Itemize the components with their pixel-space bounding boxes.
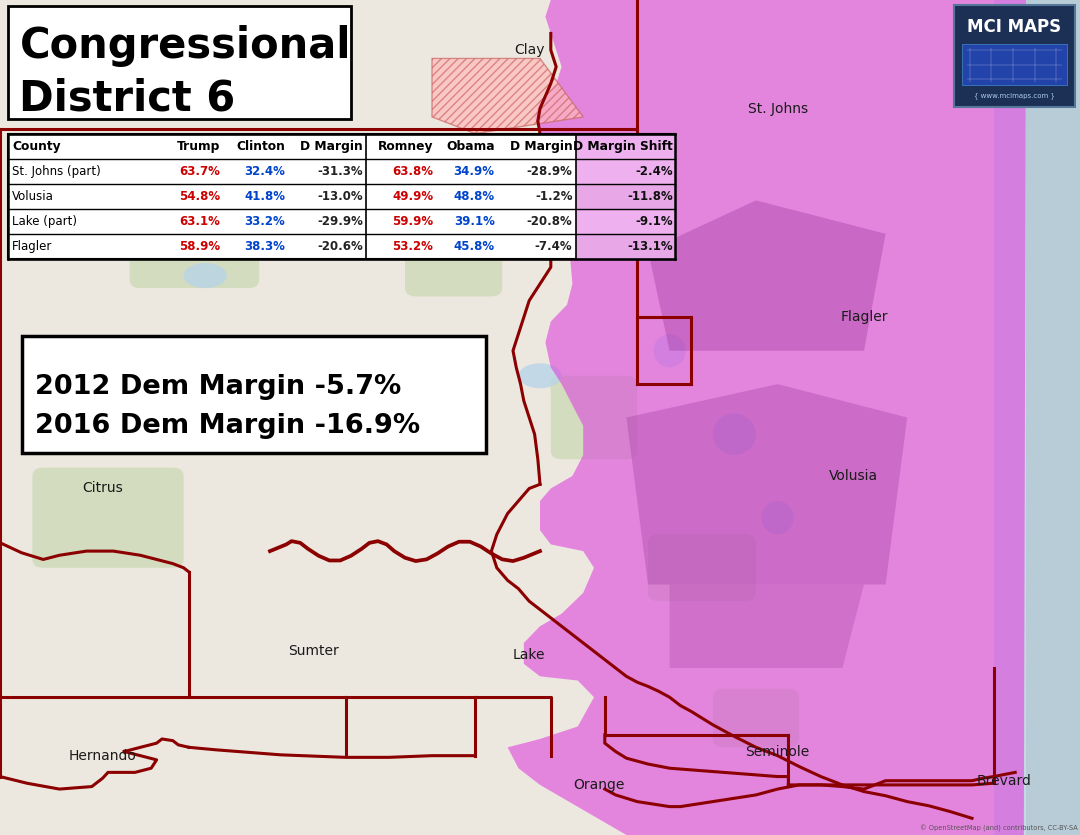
Text: 39.1%: 39.1% [454,215,495,228]
Text: D Margin: D Margin [510,139,572,153]
Text: Congressional: Congressional [19,25,351,67]
Text: MCI MAPS: MCI MAPS [967,18,1062,36]
Polygon shape [648,200,886,351]
Text: 58.9%: 58.9% [179,240,220,253]
Text: Flagler: Flagler [12,240,52,253]
Text: Clinton: Clinton [237,139,285,153]
FancyBboxPatch shape [713,689,799,747]
Text: Hernando: Hernando [69,749,136,762]
Text: Orange: Orange [573,778,625,792]
Polygon shape [626,384,907,584]
FancyBboxPatch shape [405,238,502,296]
Ellipse shape [211,175,265,209]
Text: -2.4%: -2.4% [635,164,673,178]
Text: Citrus: Citrus [82,482,123,495]
Text: Volusia: Volusia [12,190,54,203]
Text: 2012 Dem Margin -5.7%: 2012 Dem Margin -5.7% [35,374,401,401]
FancyBboxPatch shape [648,534,756,601]
FancyBboxPatch shape [576,234,676,259]
FancyBboxPatch shape [130,213,259,288]
Text: Alachua: Alachua [204,169,260,182]
FancyBboxPatch shape [8,6,351,119]
FancyBboxPatch shape [27,363,146,438]
Polygon shape [670,584,864,668]
FancyBboxPatch shape [962,44,1067,85]
Text: Romney: Romney [378,139,433,153]
Text: { www.mcimaps.com }: { www.mcimaps.com } [974,92,1054,99]
Ellipse shape [270,221,313,246]
FancyBboxPatch shape [32,468,184,568]
Text: Lake: Lake [513,649,545,662]
FancyBboxPatch shape [576,209,676,234]
Text: 33.2%: 33.2% [244,215,285,228]
FancyBboxPatch shape [994,0,1080,835]
Text: 34.9%: 34.9% [454,164,495,178]
Text: Brevard: Brevard [977,774,1031,787]
Text: Seminole: Seminole [745,745,810,758]
Text: -1.2%: -1.2% [535,190,572,203]
FancyBboxPatch shape [22,336,486,453]
Text: 63.1%: 63.1% [179,215,220,228]
Text: St. Johns: St. Johns [747,102,808,115]
Text: Clay: Clay [514,43,544,57]
FancyBboxPatch shape [270,180,378,238]
Text: Volusia: Volusia [828,469,878,483]
Text: Sumter: Sumter [288,645,338,658]
Polygon shape [508,0,1080,835]
Text: 49.9%: 49.9% [392,190,433,203]
Text: D Margin Shift: D Margin Shift [573,139,673,153]
Text: 48.8%: 48.8% [454,190,495,203]
Text: Lake (part): Lake (part) [12,215,77,228]
Text: 32.4%: 32.4% [244,164,285,178]
Text: -7.4%: -7.4% [535,240,572,253]
Text: 53.2%: 53.2% [392,240,433,253]
Text: 38.3%: 38.3% [244,240,285,253]
Ellipse shape [653,334,686,367]
Text: -20.6%: -20.6% [318,240,363,253]
Text: -20.8%: -20.8% [527,215,572,228]
Text: -13.1%: -13.1% [627,240,673,253]
FancyBboxPatch shape [551,376,637,459]
Text: Obama: Obama [446,139,495,153]
FancyBboxPatch shape [8,134,675,259]
Ellipse shape [184,263,227,288]
Text: County: County [12,139,60,153]
Text: -29.9%: -29.9% [318,215,363,228]
Text: District 6: District 6 [19,78,235,119]
Text: 59.9%: 59.9% [392,215,433,228]
Polygon shape [432,58,583,134]
Text: Flagler: Flagler [840,311,888,324]
Text: -9.1%: -9.1% [635,215,673,228]
Text: -31.3%: -31.3% [318,164,363,178]
FancyBboxPatch shape [576,134,676,259]
Text: © OpenStreetMap (and) contributors, CC-BY-SA: © OpenStreetMap (and) contributors, CC-B… [920,825,1078,832]
Ellipse shape [713,413,756,455]
Text: -13.0%: -13.0% [318,190,363,203]
Text: 41.8%: 41.8% [244,190,285,203]
Ellipse shape [761,501,794,534]
Text: 63.8%: 63.8% [392,164,433,178]
Text: 54.8%: 54.8% [179,190,220,203]
Text: -11.8%: -11.8% [627,190,673,203]
Ellipse shape [518,363,562,388]
FancyBboxPatch shape [576,184,676,209]
Text: -28.9%: -28.9% [527,164,572,178]
Text: 63.7%: 63.7% [179,164,220,178]
Text: 2016 Dem Margin -16.9%: 2016 Dem Margin -16.9% [35,412,420,439]
Text: Gilchrist: Gilchrist [21,144,77,157]
Text: Trump: Trump [177,139,220,153]
Text: 45.8%: 45.8% [454,240,495,253]
Text: D Margin: D Margin [300,139,363,153]
FancyBboxPatch shape [954,5,1075,107]
FancyBboxPatch shape [576,159,676,184]
Polygon shape [1026,0,1080,835]
Text: St. Johns (part): St. Johns (part) [12,164,100,178]
